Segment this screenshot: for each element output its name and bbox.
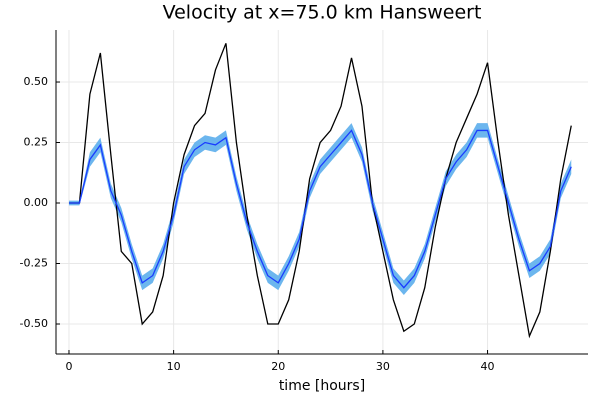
x-tick-label: 0: [65, 360, 72, 373]
x-tick-label: 30: [376, 360, 390, 373]
confidence-band: [68, 123, 572, 295]
y-tick-label: 0.50: [24, 75, 49, 88]
y-tick-label: 0.25: [24, 136, 49, 149]
y-tick-label: -0.50: [20, 317, 48, 330]
chart-title: Velocity at x=75.0 km Hansweert: [163, 2, 482, 24]
line-series: [68, 43, 572, 339]
x-tick-label: 20: [271, 360, 285, 373]
y-tick-label: 0.00: [24, 196, 49, 209]
x-tick-label: 40: [481, 360, 495, 373]
x-tick-label: 10: [167, 360, 181, 373]
x-axis-label: time [hours]: [279, 378, 365, 394]
line-series: [68, 129, 572, 289]
y-tick-label: -0.25: [20, 257, 48, 270]
